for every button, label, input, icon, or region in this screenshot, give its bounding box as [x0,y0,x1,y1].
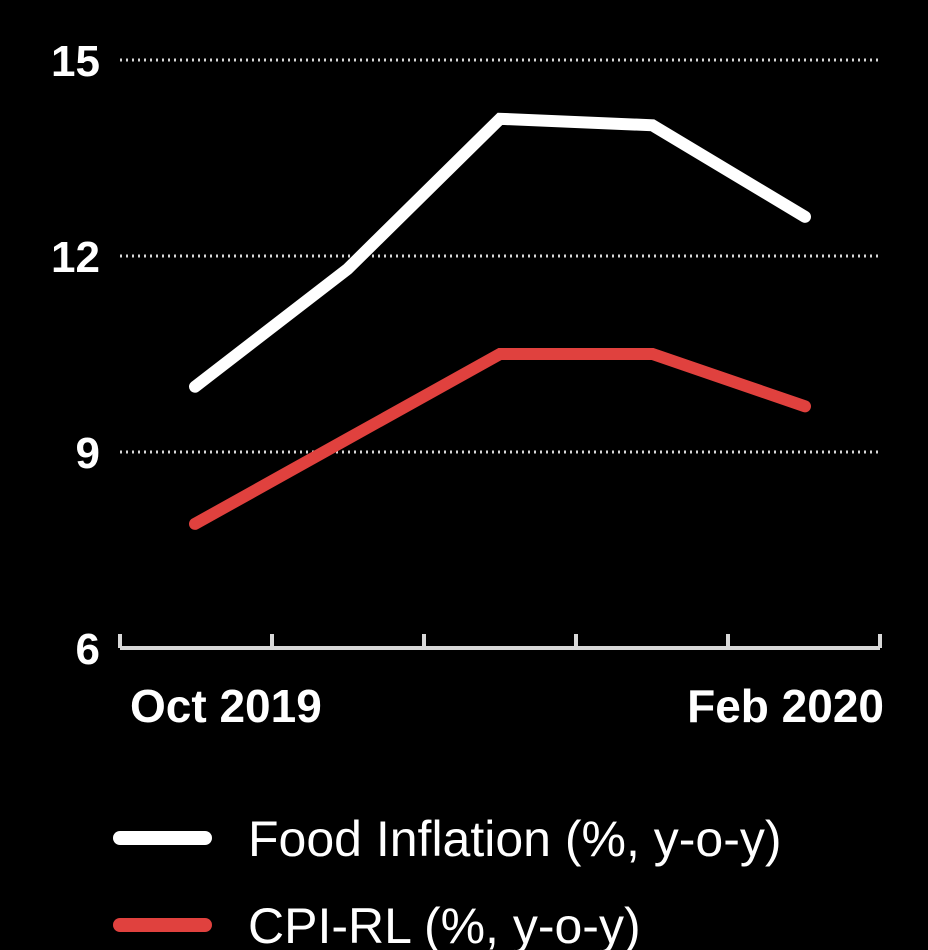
y-tick-label: 6 [76,625,100,674]
y-tick-label: 9 [76,429,100,478]
gridlines [120,58,880,454]
x-axis-tick-labels: Oct 2019 Feb 2020 [130,680,884,732]
y-tick-label: 12 [51,233,100,282]
y-tick-label: 15 [51,37,100,86]
x-tick-label-end: Feb 2020 [687,680,884,732]
y-axis-tick-labels: 6 9 12 15 [51,37,100,674]
series-lines [189,112,811,530]
legend: Food Inflation (%, y-o-y) CPI-RL (%, y-o-… [113,811,782,950]
series-line-cpi-rl [189,348,811,530]
x-tick-label-start: Oct 2019 [130,680,322,732]
x-axis [118,634,882,650]
legend-label: Food Inflation (%, y-o-y) [248,811,782,867]
legend-label: CPI-RL (%, y-o-y) [248,898,641,950]
series-line-food-inflation [189,112,811,393]
